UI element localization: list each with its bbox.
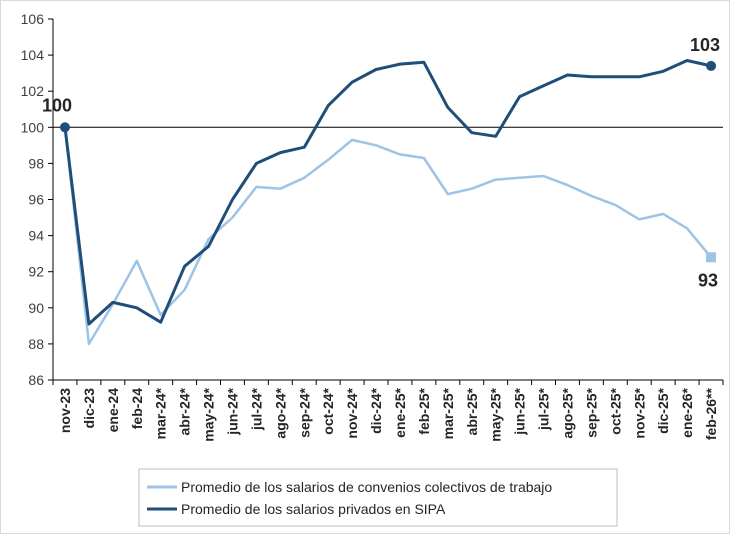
start-value-label: 100 (42, 95, 72, 115)
x-tick-label: nov-23 (57, 388, 73, 433)
x-tick-label: abr-24* (177, 387, 193, 435)
y-tick-label: 100 (21, 119, 45, 135)
x-tick-label: mar-25* (440, 387, 456, 439)
x-tick-label: dic-24* (368, 387, 384, 433)
convenios-end-marker (706, 252, 717, 263)
x-tick-label: jun-24* (224, 387, 240, 435)
x-tick-label: ene-25* (392, 387, 408, 437)
x-tick-label: dic-23 (81, 388, 97, 429)
y-tick-label: 102 (21, 83, 45, 99)
x-tick-label: may-24* (201, 387, 217, 441)
x-tick-label: may-25* (488, 387, 504, 441)
x-tick-label: feb-25* (416, 387, 432, 434)
x-tick-label: oct-25* (607, 387, 623, 434)
legend-label-sipa: Promedio de los salarios privados en SIP… (181, 501, 446, 517)
x-tick-label: ago-25* (559, 387, 575, 438)
x-tick-label: feb-24 (129, 388, 145, 429)
y-tick-label: 104 (21, 47, 45, 63)
legend-box (138, 468, 618, 527)
y-tick-label: 98 (28, 155, 44, 171)
x-tick-label: jun-25* (512, 387, 528, 435)
y-tick-label: 88 (28, 336, 44, 352)
x-tick-label: oct-24* (320, 387, 336, 434)
y-tick-label: 86 (28, 372, 44, 388)
sipa-end-value-label: 103 (690, 35, 720, 55)
series-line-convenios (63, 127, 712, 346)
x-tick-label: nov-24* (344, 387, 360, 438)
x-tick-label: ago-24* (272, 387, 288, 438)
y-tick-label: 106 (21, 11, 45, 27)
x-tick-label: sep-25* (583, 387, 599, 437)
x-tick-label: jul-25* (536, 387, 552, 431)
x-tick-label: sep-24* (296, 387, 312, 437)
x-tick-label: mar-24* (153, 387, 169, 439)
y-tick-label: 96 (28, 192, 44, 208)
x-tick-label: jul-24* (248, 387, 264, 431)
start-point-marker (59, 122, 70, 133)
x-tick-label: feb-26** (703, 387, 719, 440)
y-tick-label: 92 (28, 264, 44, 280)
x-tick-label: ene-26* (679, 387, 695, 437)
series-line-sipa (63, 59, 712, 326)
legend-label-convenios: Promedio de los salarios de convenios co… (181, 479, 552, 495)
sipa-end-marker (706, 60, 717, 71)
x-tick-label: dic-25* (655, 387, 671, 433)
x-tick-label: abr-25* (464, 387, 480, 435)
y-tick-label: 90 (28, 300, 44, 316)
x-tick-label: ene-24 (105, 388, 121, 433)
y-tick-label: 94 (28, 228, 44, 244)
convenios-end-value-label: 93 (698, 270, 718, 290)
x-tick-label: nov-25* (631, 387, 647, 438)
